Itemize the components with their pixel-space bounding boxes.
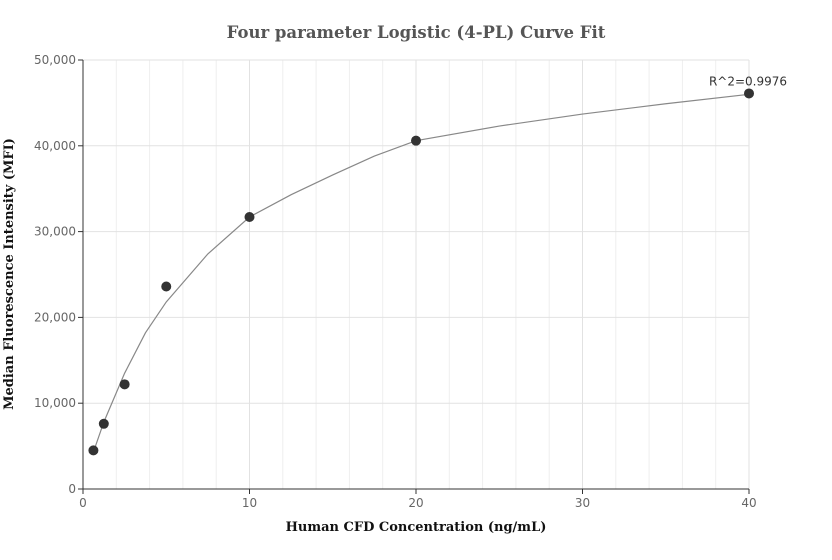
grid-layer: [82, 59, 750, 490]
y-tick-label: 0: [68, 482, 76, 496]
x-tick-label: 40: [741, 496, 756, 510]
y-tick-label: 40,000: [34, 139, 76, 153]
data-point: [411, 135, 421, 146]
x-tick-label: 0: [79, 496, 87, 510]
data-point: [119, 379, 130, 390]
data-point: [98, 418, 109, 429]
labels-layer: Four parameter Logistic (4-PL) Curve Fit…: [2, 23, 787, 535]
data-points-layer: [88, 88, 754, 456]
x-tick-label: 30: [575, 496, 590, 510]
y-tick-label: 30,000: [34, 225, 76, 239]
y-axis-label: Median Fluorescence Intensity (MFI): [2, 138, 17, 410]
y-tick-label: 10,000: [34, 396, 76, 410]
data-point: [244, 212, 255, 223]
y-tick-label: 50,000: [34, 53, 76, 67]
x-tick-label: 10: [242, 496, 257, 510]
r-squared-annotation: R^2=0.9976: [709, 74, 787, 88]
fit-curve-layer: [92, 93, 750, 453]
chart-title: Four parameter Logistic (4-PL) Curve Fit: [227, 23, 606, 42]
data-point: [88, 445, 99, 456]
data-point: [744, 88, 754, 99]
axes-layer: 0 10,000 20,000 30,000 40,000 50,000 0 10 20 30 40: [34, 53, 757, 510]
x-axis-label: Human CFD Concentration (ng/mL): [286, 520, 547, 535]
x-tick-label: 20: [408, 496, 423, 510]
y-tick-label: 20,000: [34, 310, 76, 324]
fit-curve-line: [92, 93, 750, 453]
data-point: [161, 281, 172, 292]
